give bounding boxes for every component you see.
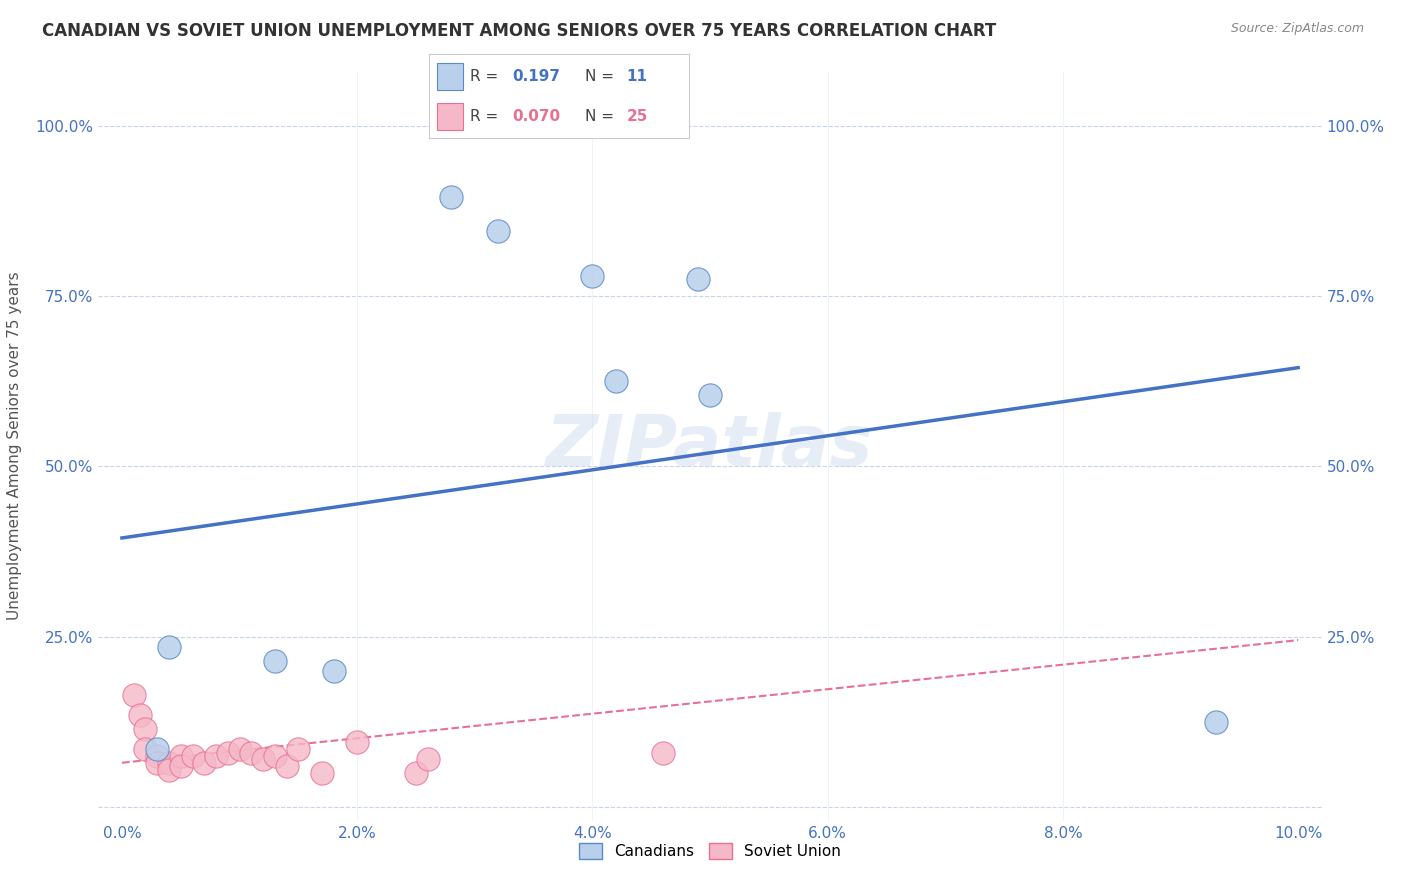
- Point: [205, 748, 228, 763]
- Point: [440, 190, 463, 204]
- Point: [157, 640, 180, 654]
- Point: [181, 748, 204, 763]
- Text: 11: 11: [627, 69, 648, 84]
- Point: [146, 756, 169, 770]
- Point: [688, 272, 710, 286]
- Text: N =: N =: [585, 69, 614, 84]
- Text: N =: N =: [585, 109, 614, 124]
- Point: [128, 708, 150, 723]
- Text: R =: R =: [471, 109, 499, 124]
- Point: [322, 664, 344, 678]
- Point: [170, 759, 193, 773]
- Point: [134, 722, 156, 736]
- Point: [405, 766, 427, 780]
- Point: [699, 388, 721, 402]
- FancyBboxPatch shape: [437, 103, 463, 130]
- Point: [346, 735, 368, 749]
- Point: [276, 759, 298, 773]
- Point: [228, 742, 250, 756]
- Legend: Canadians, Soviet Union: Canadians, Soviet Union: [572, 838, 848, 865]
- Point: [170, 748, 193, 763]
- Point: [217, 746, 239, 760]
- Point: [252, 752, 274, 766]
- Point: [134, 742, 156, 756]
- Text: 0.070: 0.070: [512, 109, 560, 124]
- Point: [146, 742, 169, 756]
- Point: [263, 748, 285, 763]
- Point: [146, 748, 169, 763]
- Point: [1205, 714, 1227, 729]
- Point: [193, 756, 215, 770]
- Text: ZIPatlas: ZIPatlas: [547, 411, 873, 481]
- Point: [581, 268, 603, 283]
- Point: [287, 742, 309, 756]
- Point: [157, 763, 180, 777]
- Point: [240, 746, 263, 760]
- Point: [157, 756, 180, 770]
- FancyBboxPatch shape: [437, 62, 463, 90]
- Point: [416, 752, 439, 766]
- Y-axis label: Unemployment Among Seniors over 75 years: Unemployment Among Seniors over 75 years: [7, 272, 21, 620]
- Point: [605, 374, 627, 388]
- Text: CANADIAN VS SOVIET UNION UNEMPLOYMENT AMONG SENIORS OVER 75 YEARS CORRELATION CH: CANADIAN VS SOVIET UNION UNEMPLOYMENT AM…: [42, 22, 997, 40]
- Point: [486, 224, 509, 238]
- Point: [311, 766, 333, 780]
- Text: 25: 25: [627, 109, 648, 124]
- Point: [122, 688, 145, 702]
- Text: Source: ZipAtlas.com: Source: ZipAtlas.com: [1230, 22, 1364, 36]
- Text: 0.197: 0.197: [512, 69, 560, 84]
- Point: [652, 746, 675, 760]
- Point: [263, 654, 285, 668]
- Text: R =: R =: [471, 69, 499, 84]
